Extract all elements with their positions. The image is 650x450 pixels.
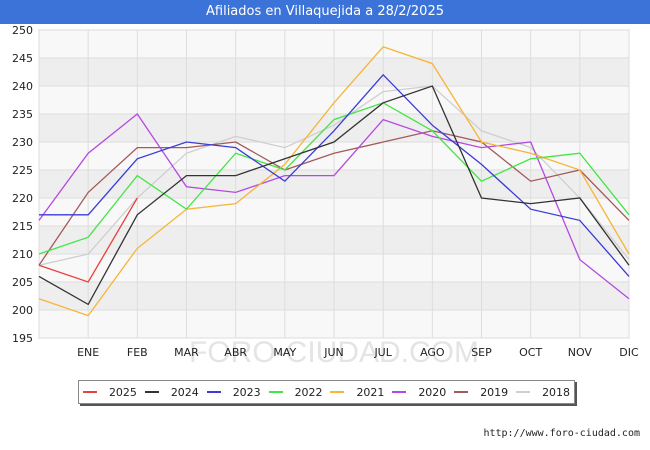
series-line-2023 <box>39 73 630 277</box>
legend-item-2018: 2018 <box>516 386 570 399</box>
legend-swatch <box>330 391 345 393</box>
x-tick-label: MAR <box>174 346 199 359</box>
y-tick-label: 225 <box>12 164 33 177</box>
legend-swatch <box>392 391 407 393</box>
legend-item-2023: 2023 <box>206 385 261 399</box>
y-tick-label: 240 <box>12 80 33 93</box>
series-line-2025 <box>38 197 138 283</box>
legend-label: 2025 <box>108 385 137 399</box>
legend-swatch <box>454 391 469 393</box>
legend-label: 2020 <box>418 385 447 399</box>
y-tick-label: 215 <box>12 220 33 233</box>
legend-label: 2021 <box>356 385 385 399</box>
chart-title: Afiliados en Villaquejida a 28/2/2025 <box>0 0 650 24</box>
legend-swatch <box>268 391 283 393</box>
source-url[interactable]: http://www.foro-ciudad.com <box>483 428 640 439</box>
grid-lines <box>38 29 630 339</box>
legend-swatch <box>144 391 159 393</box>
y-tick-label: 200 <box>12 304 33 317</box>
x-tick-label: DIC <box>619 346 639 359</box>
x-tick-label: OCT <box>519 346 542 359</box>
legend-label: 2023 <box>232 385 261 399</box>
x-axis: ENE FEB MAR ABR MAY JUN JUL AGO SEP OCT NOV DIC <box>77 346 639 359</box>
x-tick-label: JUL <box>373 346 392 359</box>
legend-item-2021: 2021 <box>330 386 384 399</box>
x-tick-label: ABR <box>224 346 247 359</box>
x-tick-label: NOV <box>568 346 593 359</box>
y-tick-label: 245 <box>12 52 33 65</box>
series-lines <box>38 46 630 317</box>
series-line-2022 <box>38 102 630 255</box>
y-tick-label: 220 <box>12 192 33 205</box>
x-tick-label: SEP <box>471 346 492 359</box>
legend-label: 2022 <box>294 385 323 399</box>
legend-item-2022: 2022 <box>268 385 323 399</box>
legend-item-2025: 2025 <box>82 385 137 399</box>
y-tick-label: 235 <box>12 108 33 121</box>
legend: 2025 2024 2023 2022 2021 2020 2019 2018 <box>78 380 575 404</box>
y-tick-label: 205 <box>12 276 33 289</box>
watermark: FORO-CIUDAD.COM <box>189 336 479 369</box>
legend-swatch <box>516 391 531 393</box>
legend-swatch <box>82 391 97 393</box>
y-tick-label: 230 <box>12 136 33 149</box>
x-tick-label: JUN <box>323 346 344 359</box>
legend-label: 2018 <box>542 385 571 399</box>
legend-item-2019: 2019 <box>454 386 508 399</box>
x-tick-label: MAY <box>273 346 296 359</box>
y-tick-label: 210 <box>12 248 33 261</box>
line-chart: FORO-CIUDAD.COM 195 200 205 210 215 220 225 230… <box>12 24 639 369</box>
y-tick-label: 250 <box>12 24 33 37</box>
x-tick-label: AGO <box>420 346 445 359</box>
series-line-2019 <box>38 130 630 266</box>
y-tick-label: 195 <box>12 332 33 345</box>
x-tick-label: ENE <box>77 346 99 359</box>
legend-item-2024: 2024 <box>144 385 199 399</box>
y-axis: 195 200 205 210 215 220 225 230 235 240 245 250 <box>12 24 33 345</box>
legend-label: 2019 <box>480 385 509 399</box>
legend-item-2020: 2020 <box>392 386 446 399</box>
legend-label: 2024 <box>170 385 199 399</box>
series-line-2024 <box>38 85 630 306</box>
x-tick-label: FEB <box>127 346 148 359</box>
series-line-2021 <box>38 46 630 317</box>
legend-swatch <box>206 391 221 393</box>
series-line-2020 <box>38 113 630 300</box>
